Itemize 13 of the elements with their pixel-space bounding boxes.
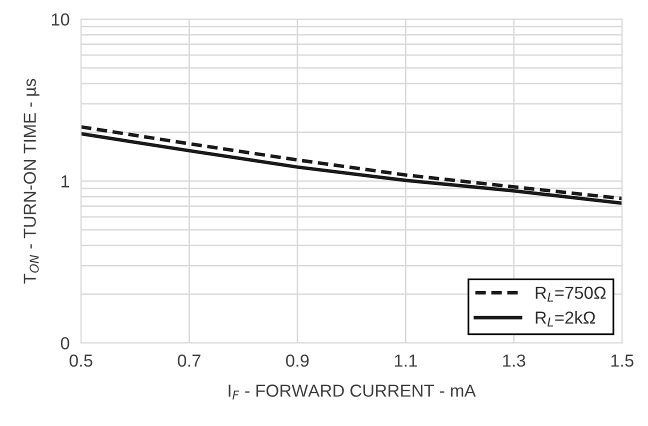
legend-label: R$_{L}$=2kΩ xyxy=(536,311,596,326)
x-tick-label: 0.7 xyxy=(178,354,200,367)
x-tick-label: 1.3 xyxy=(503,354,526,367)
x-tick-label: 1.5 xyxy=(611,354,634,367)
x-axis-title: I$_{F}$ - FORWARD CURRENT - mA xyxy=(228,384,476,400)
y-axis-title: T$_{ON}$ - TURN-ON TIME - µs xyxy=(24,78,40,284)
x-tick-label: 0.5 xyxy=(70,354,92,367)
y-tick-label: 10 xyxy=(52,13,70,26)
x-tick-label: 0.9 xyxy=(286,354,309,367)
x-tick-label: 1.1 xyxy=(394,354,417,367)
y-tick-label: 1 xyxy=(62,175,70,188)
y-tick-label: 0 xyxy=(60,337,70,350)
legend-label: R$_{L}$=750Ω xyxy=(536,286,606,302)
